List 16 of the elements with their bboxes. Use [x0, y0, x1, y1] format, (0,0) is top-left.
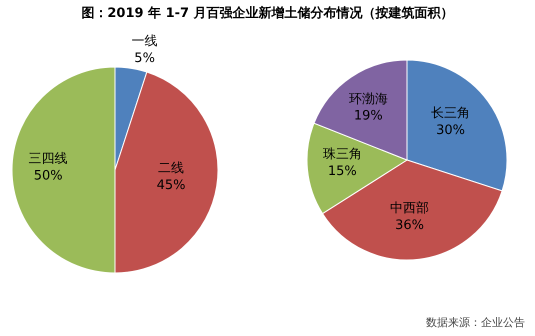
data-label: 50%	[34, 168, 63, 184]
slice-label: 环渤海	[348, 92, 388, 107]
slice-label: 长三角	[431, 106, 470, 122]
slice-label: 三四线	[28, 151, 68, 166]
slice-label: 二线	[158, 161, 184, 176]
data-label: 30%	[436, 123, 465, 138]
data-label: 36%	[395, 218, 424, 233]
data-label: 5%	[134, 50, 155, 66]
slice-label: 中西部	[390, 200, 430, 216]
slice-label: 一线	[132, 34, 158, 49]
data-label: 19%	[354, 108, 383, 124]
data-label: 45%	[156, 178, 186, 193]
text: 图：2019 年 1-7 月百强企业新增土储分布情况（按建筑面积）	[80, 4, 455, 22]
source-note: 数据来源：企业公告	[426, 315, 525, 330]
data-label: 15%	[328, 164, 357, 179]
slice-label: 珠三角	[322, 147, 362, 162]
